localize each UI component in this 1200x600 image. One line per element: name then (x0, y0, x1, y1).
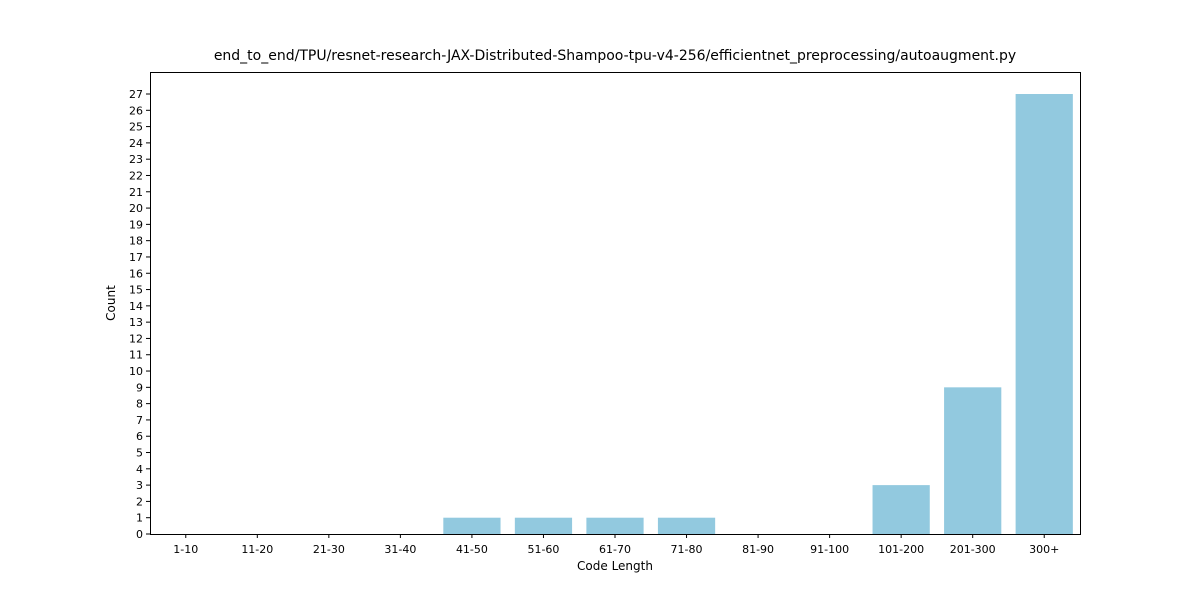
bar-61-70 (586, 517, 644, 534)
y-tick-label: 18 (129, 235, 143, 248)
y-tick-label: 26 (129, 104, 143, 117)
y-axis-label: Count (104, 285, 118, 321)
y-tick-label: 16 (129, 267, 143, 280)
x-tick-label: 201-300 (950, 543, 996, 556)
x-tick-label: 31-40 (384, 543, 416, 556)
bar-101-200 (872, 485, 930, 534)
y-tick-label: 22 (129, 169, 143, 182)
x-tick-label: 41-50 (456, 543, 488, 556)
y-tick-label: 8 (136, 398, 143, 411)
y-tick-label: 3 (136, 479, 143, 492)
bars-group (443, 94, 1073, 534)
bar-41-50 (443, 517, 501, 534)
x-tick-label: 21-30 (313, 543, 345, 556)
y-tick-label: 15 (129, 284, 143, 297)
plot-frame (150, 72, 1081, 535)
x-tick-label: 71-80 (671, 543, 703, 556)
bar-71-80 (657, 517, 716, 534)
x-tick-label: 1-10 (173, 543, 198, 556)
y-tick-label: 4 (136, 463, 143, 476)
chart-title: end_to_end/TPU/resnet-research-JAX-Distr… (213, 48, 1017, 64)
y-tick-label: 6 (136, 430, 143, 443)
x-tick-label: 51-60 (527, 543, 559, 556)
y-tick-label: 23 (129, 153, 143, 166)
y-tick-label: 19 (129, 218, 143, 231)
y-tick-label: 17 (129, 251, 143, 264)
y-tick-label: 11 (129, 349, 143, 362)
y-tick-label: 7 (136, 414, 143, 427)
bar-51-60 (514, 517, 573, 534)
x-tick-label: 101-200 (878, 543, 924, 556)
y-tick-label: 24 (129, 137, 143, 150)
y-tick-label: 1 (136, 512, 143, 525)
x-tick-label: 61-70 (599, 543, 631, 556)
x-tick-label: 300+ (1029, 543, 1059, 556)
y-tick-label: 20 (129, 202, 143, 215)
x-axis-label: Code Length (577, 559, 653, 573)
y-tick-label: 12 (129, 332, 143, 345)
y-tick-label: 21 (129, 186, 143, 199)
x-axis: 1-10 11-20 21-30 31-40 41-50 51-60 61-70 71-80 8… (173, 534, 1059, 556)
x-tick-label: 11-20 (241, 543, 273, 556)
y-axis: 0123456789101112131415161718192021222324… (129, 88, 150, 541)
y-tick-label: 27 (129, 88, 143, 101)
y-tick-label: 10 (129, 365, 143, 378)
y-tick-label: 5 (136, 447, 143, 460)
y-tick-label: 13 (129, 316, 143, 329)
x-tick-label: 91-100 (810, 543, 849, 556)
bar-201-300 (944, 387, 1002, 534)
bar-300+ (1015, 94, 1073, 534)
x-tick-label: 81-90 (742, 543, 774, 556)
y-tick-label: 9 (136, 381, 143, 394)
y-tick-label: 0 (136, 528, 143, 541)
y-tick-label: 2 (136, 495, 143, 508)
y-tick-label: 14 (129, 300, 143, 313)
y-tick-label: 25 (129, 121, 143, 134)
